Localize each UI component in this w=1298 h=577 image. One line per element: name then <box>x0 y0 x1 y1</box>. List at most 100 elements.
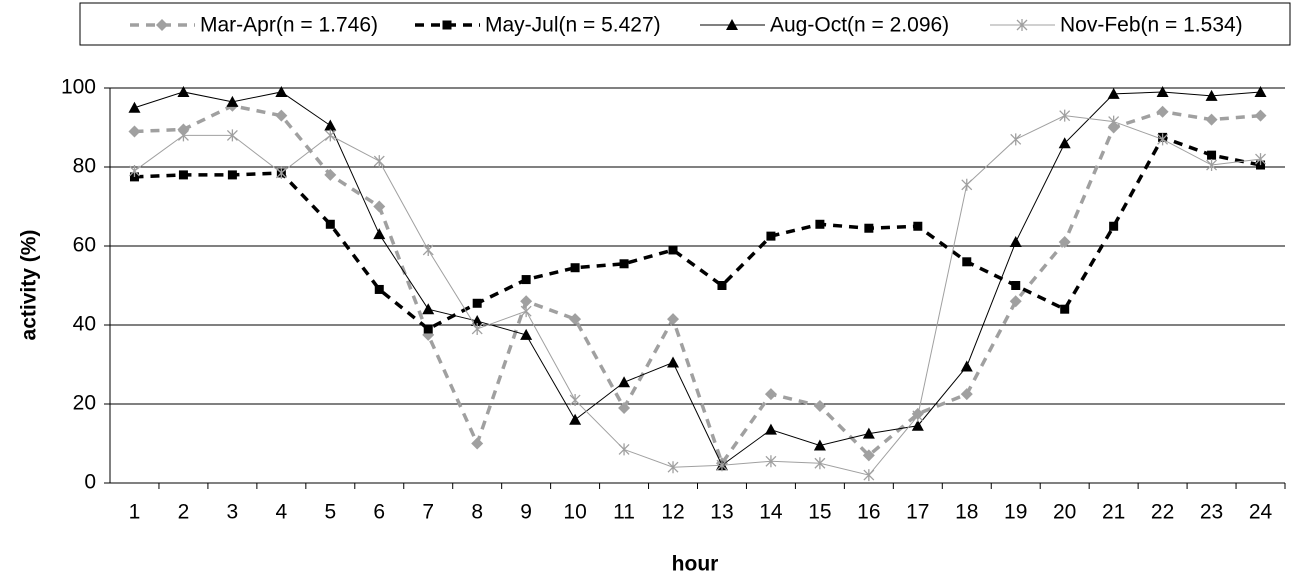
series-line <box>134 135 1261 332</box>
data-point <box>1109 221 1119 231</box>
x-tick-label: 15 <box>808 501 831 524</box>
x-tick-label: 23 <box>1200 501 1223 524</box>
data-point <box>373 155 385 168</box>
legend-label: Mar-Apr(n = 1.746) <box>200 14 378 37</box>
x-tick-label: 14 <box>759 501 783 524</box>
x-tick-label: 5 <box>324 501 336 524</box>
data-point <box>177 85 190 97</box>
data-point <box>1060 304 1070 314</box>
data-point <box>1011 281 1021 290</box>
data-point <box>911 419 924 431</box>
data-point <box>226 129 238 142</box>
data-point <box>1156 85 1169 97</box>
series-line <box>134 115 1261 476</box>
data-point <box>226 95 239 107</box>
data-point <box>717 281 727 290</box>
x-tick-label: 24 <box>1249 501 1273 524</box>
x-tick-label: 22 <box>1151 501 1174 524</box>
x-tick-label: 13 <box>710 501 733 524</box>
y-tick-label: 20 <box>73 392 96 415</box>
data-point <box>1205 113 1218 126</box>
data-point <box>422 243 434 256</box>
y-tick-label: 100 <box>61 76 96 99</box>
data-point <box>373 228 386 240</box>
data-point <box>912 409 924 422</box>
y-tick-label: 80 <box>73 155 96 178</box>
x-tick-label: 19 <box>1004 501 1027 524</box>
data-point <box>569 313 582 326</box>
x-tick-label: 17 <box>906 501 929 524</box>
data-point <box>275 166 287 179</box>
data-point <box>1254 85 1267 97</box>
data-point <box>862 427 875 439</box>
data-point <box>765 455 777 468</box>
data-point <box>520 295 533 308</box>
x-tick-label: 7 <box>422 501 434 524</box>
data-point <box>324 119 337 131</box>
data-point <box>1058 137 1071 149</box>
data-point <box>1009 236 1022 248</box>
data-point <box>813 399 826 412</box>
data-point <box>864 223 874 233</box>
legend-marker <box>442 20 452 30</box>
data-point <box>471 437 484 450</box>
data-point <box>520 305 532 318</box>
legend-marker <box>726 19 738 30</box>
y-axis-title: activity (%) <box>18 230 41 341</box>
data-point <box>423 324 433 334</box>
x-tick-label: 10 <box>563 501 586 524</box>
data-point <box>128 125 141 138</box>
legend-marker <box>1016 19 1028 31</box>
x-tick-label: 4 <box>276 501 288 524</box>
x-tick-label: 9 <box>520 501 532 524</box>
data-point <box>1156 105 1169 118</box>
legend-box <box>79 2 1291 46</box>
data-point <box>618 401 631 414</box>
data-point <box>569 394 581 407</box>
data-point <box>1157 133 1169 146</box>
data-point <box>520 328 533 340</box>
data-point <box>324 129 336 142</box>
data-point <box>1255 153 1266 166</box>
data-point <box>275 85 288 97</box>
data-point <box>961 178 973 191</box>
data-point <box>471 322 483 335</box>
data-point <box>128 101 141 113</box>
data-point <box>1205 89 1218 101</box>
x-tick-label: 18 <box>955 501 978 524</box>
data-point <box>275 109 288 122</box>
data-point <box>764 423 777 435</box>
data-point <box>619 259 629 269</box>
data-point <box>766 231 776 241</box>
data-point <box>764 388 777 401</box>
data-point <box>1059 109 1071 122</box>
data-point <box>472 298 482 308</box>
data-point <box>618 443 630 456</box>
legend-label: Aug-Oct(n = 2.096) <box>770 14 949 37</box>
data-point <box>569 413 582 425</box>
y-tick-label: 60 <box>73 234 96 257</box>
data-point <box>373 200 386 213</box>
data-point <box>1107 87 1120 99</box>
data-point <box>668 245 678 255</box>
x-tick-label: 16 <box>857 501 880 524</box>
x-tick-label: 11 <box>613 501 635 524</box>
data-point <box>863 469 875 482</box>
data-point <box>129 164 140 177</box>
data-point <box>618 376 631 388</box>
data-point <box>1207 150 1217 160</box>
data-point <box>374 284 384 294</box>
x-tick-label: 12 <box>661 501 684 524</box>
data-point <box>814 457 826 470</box>
x-tick-label: 1 <box>129 501 141 524</box>
y-tick-label: 0 <box>84 471 96 494</box>
data-point <box>667 313 680 326</box>
data-point <box>521 275 531 285</box>
x-tick-label: 3 <box>227 501 239 524</box>
data-point <box>227 170 237 180</box>
data-point <box>813 439 826 451</box>
data-point <box>1010 133 1022 146</box>
data-point <box>1058 236 1071 249</box>
y-tick-label: 40 <box>73 313 96 336</box>
